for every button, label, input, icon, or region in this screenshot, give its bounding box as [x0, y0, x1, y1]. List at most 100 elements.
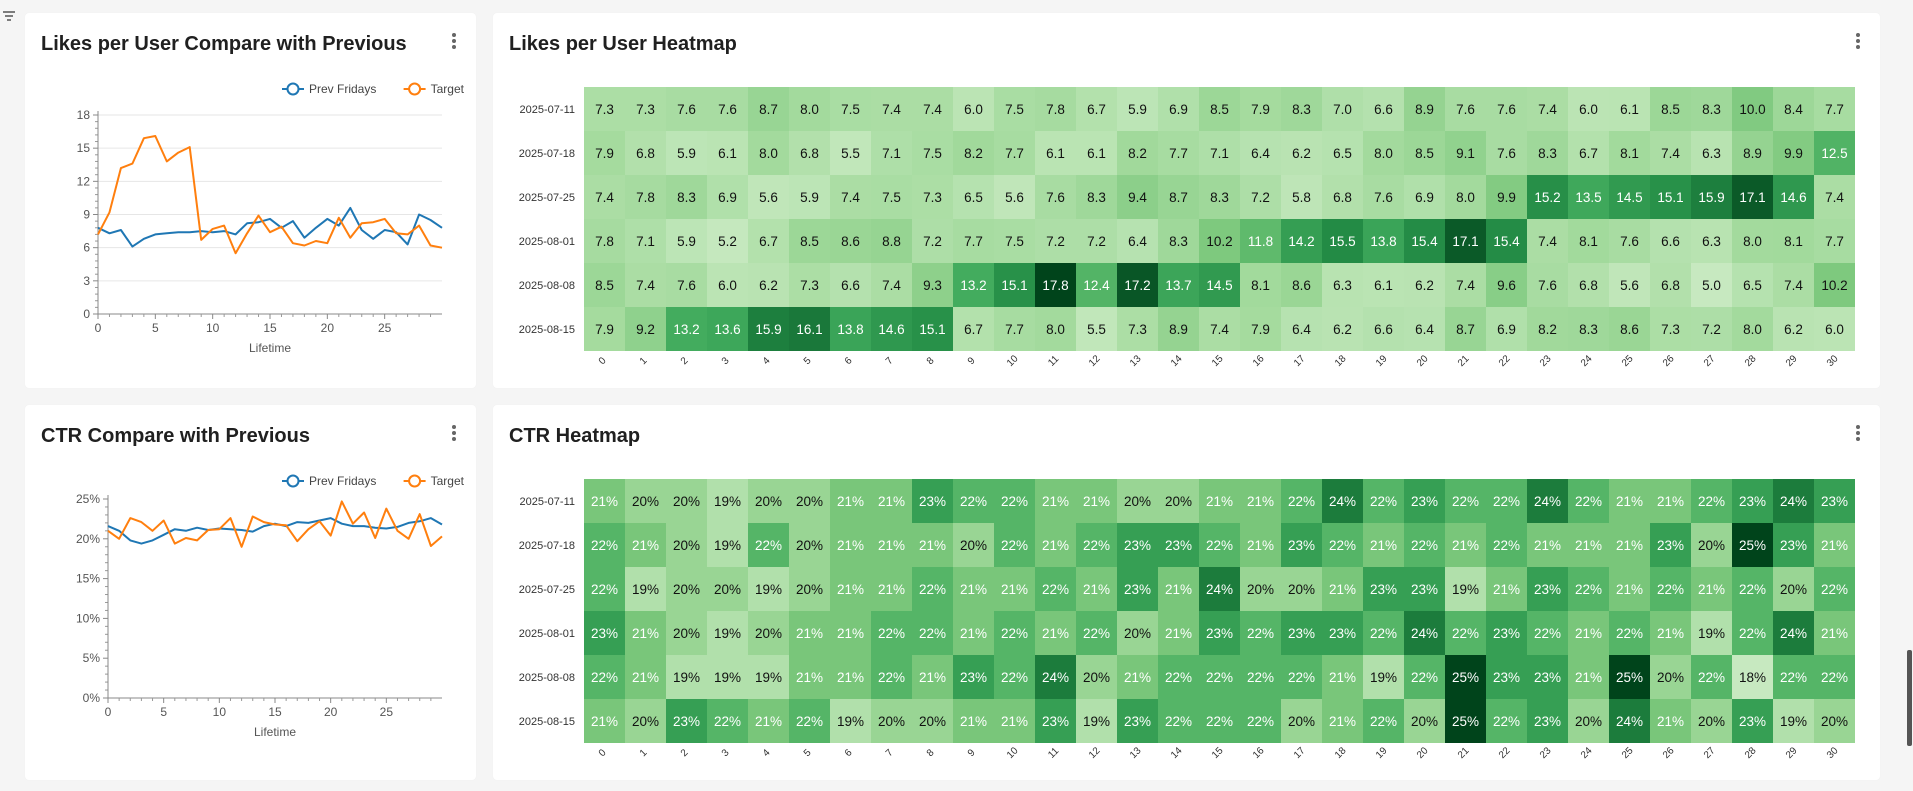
heatmap-cell: 21% — [584, 699, 625, 743]
heatmap-cell: 21% — [1240, 523, 1281, 567]
cell-fill — [666, 175, 707, 219]
heatmap-cell: 13.5 — [1568, 175, 1609, 219]
heatmap-cell: 19% — [1773, 699, 1814, 743]
cell-value: 23% — [1165, 538, 1192, 553]
more-vert-icon[interactable] — [1850, 423, 1866, 445]
heatmap-cell: 8.3 — [1691, 87, 1732, 131]
heatmap-cell: 20% — [666, 523, 707, 567]
cell-fill — [953, 655, 994, 699]
scrollbar-thumb[interactable] — [1907, 650, 1912, 746]
scrollbar[interactable] — [1905, 0, 1913, 791]
cell-value: 14.6 — [1780, 190, 1806, 205]
cell-value: 6.5 — [964, 190, 983, 205]
cell-value: 22% — [1493, 714, 1520, 729]
heatmap-cell: 7.4 — [1814, 175, 1855, 219]
cell-fill — [1240, 219, 1281, 263]
cell-fill — [1773, 479, 1814, 523]
cell-value: 20% — [673, 582, 700, 597]
cell-fill — [666, 219, 707, 263]
y-tick-label: 3 — [83, 274, 90, 288]
cell-value: 9.4 — [1128, 190, 1147, 205]
heatmap-cell: 21% — [953, 611, 994, 655]
cell-value: 6.3 — [1702, 234, 1721, 249]
heatmap-cell: 6.3 — [1691, 219, 1732, 263]
cell-fill — [748, 87, 789, 131]
heatmap-cell: 22% — [1076, 523, 1117, 567]
cell-value: 21% — [837, 670, 864, 685]
cell-fill — [1445, 479, 1486, 523]
cell-fill — [1814, 655, 1855, 699]
cell-value: 20% — [673, 626, 700, 641]
cell-fill — [1322, 611, 1363, 655]
cell-fill — [1363, 263, 1404, 307]
cell-fill — [1691, 87, 1732, 131]
cell-fill — [1199, 479, 1240, 523]
cell-value: 20% — [755, 626, 782, 641]
cell-value: 21% — [1001, 582, 1028, 597]
likes-compare-panel: Likes per User Compare with Previous Pre… — [25, 13, 476, 388]
heatmap-cell: 21% — [1199, 479, 1240, 523]
cell-value: 23% — [1288, 538, 1315, 553]
more-vert-icon[interactable] — [446, 423, 462, 445]
cell-fill — [1609, 263, 1650, 307]
cell-fill — [912, 307, 953, 351]
cell-fill — [1609, 131, 1650, 175]
cell-value: 8.5 — [800, 234, 819, 249]
heatmap-cell: 23% — [1650, 523, 1691, 567]
cell-value: 21% — [878, 538, 905, 553]
cell-fill — [1199, 219, 1240, 263]
heatmap-cell: 21% — [1035, 479, 1076, 523]
cell-value: 19% — [1452, 582, 1479, 597]
heatmap-cell: 22% — [1609, 611, 1650, 655]
cell-value: 21% — [1657, 626, 1684, 641]
filter-icon[interactable] — [2, 8, 16, 21]
column-label: 21 — [1456, 745, 1472, 761]
cell-value: 6.9 — [1497, 322, 1516, 337]
cell-fill — [953, 567, 994, 611]
heatmap-cell: 6.4 — [1117, 219, 1158, 263]
cell-value: 23% — [1493, 670, 1520, 685]
heatmap-cell: 6.5 — [1732, 263, 1773, 307]
y-tick-label: 12 — [77, 174, 91, 188]
column-label: 25 — [1620, 353, 1636, 369]
column-label: 4 — [761, 747, 773, 759]
cell-fill — [1363, 655, 1404, 699]
cell-value: 22% — [1616, 626, 1643, 641]
cell-value: 21% — [591, 494, 618, 509]
heatmap-cell: 21% — [1240, 479, 1281, 523]
heatmap-cell: 23% — [1404, 567, 1445, 611]
cell-value: 20% — [1247, 582, 1274, 597]
heatmap-cell: 7.3 — [1650, 307, 1691, 351]
cell-fill — [1732, 479, 1773, 523]
heatmap-cell: 7.8 — [1035, 87, 1076, 131]
cell-value: 22% — [1575, 582, 1602, 597]
cell-value: 17.1 — [1739, 190, 1765, 205]
cell-fill — [1486, 263, 1527, 307]
heatmap-cell: 21% — [871, 523, 912, 567]
heatmap-cell: 20% — [748, 611, 789, 655]
cell-fill — [1486, 567, 1527, 611]
cell-value: 7.6 — [677, 278, 696, 293]
cell-value: 22% — [1575, 494, 1602, 509]
heatmap-cell: 10.0 — [1732, 87, 1773, 131]
column-label: 27 — [1702, 745, 1718, 761]
cell-fill — [1732, 307, 1773, 351]
heatmap-cell: 15.1 — [994, 263, 1035, 307]
heatmap-cell: 22% — [707, 699, 748, 743]
cell-fill — [830, 567, 871, 611]
heatmap-cell: 8.3 — [1158, 219, 1199, 263]
more-vert-icon[interactable] — [446, 31, 462, 53]
cell-fill — [666, 131, 707, 175]
cell-value: 6.1 — [1620, 102, 1639, 117]
cell-fill — [1568, 175, 1609, 219]
more-vert-icon[interactable] — [1850, 31, 1866, 53]
cell-fill — [1527, 699, 1568, 743]
cell-fill — [707, 655, 748, 699]
cell-value: 6.9 — [718, 190, 737, 205]
cell-value: 7.4 — [1456, 278, 1475, 293]
cell-value: 21% — [1042, 538, 1069, 553]
cell-fill — [1691, 479, 1732, 523]
cell-value: 7.4 — [1661, 146, 1680, 161]
cell-fill — [1691, 131, 1732, 175]
cell-fill — [1322, 219, 1363, 263]
